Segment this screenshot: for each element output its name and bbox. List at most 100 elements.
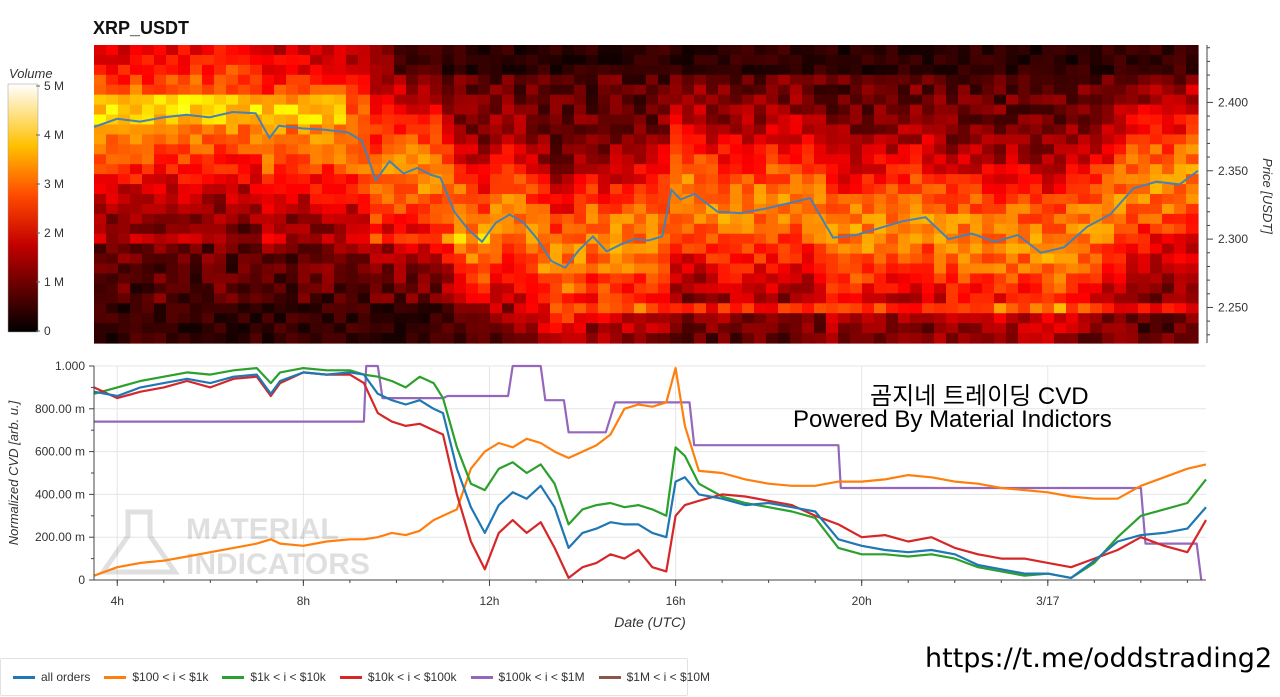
heatmap-cell [1126, 134, 1139, 145]
heatmap-cell [1150, 84, 1163, 96]
telegram-link[interactable]: https://t.me/oddstrading2 [925, 643, 1273, 674]
heatmap-cell [226, 253, 239, 265]
heatmap-cell [106, 273, 119, 284]
legend-item[interactable]: $100k < i < $1M [470, 670, 585, 684]
heatmap-cell [694, 243, 707, 255]
heatmap-cell [1018, 313, 1031, 324]
heatmap-cell [1030, 94, 1043, 106]
heatmap-cell [358, 283, 371, 294]
heatmap-cell [670, 134, 683, 145]
heatmap-cell [946, 154, 959, 165]
heatmap-cell [1126, 303, 1139, 314]
heatmap-cell [394, 84, 407, 96]
heatmap-cell [478, 223, 491, 235]
heatmap-cell [1174, 243, 1187, 255]
heatmap-cell [490, 184, 503, 195]
heatmap-cell [286, 114, 299, 126]
heatmap-cell [634, 94, 647, 106]
heatmap-cell [946, 333, 959, 344]
heatmap-cell [706, 283, 719, 294]
heatmap-cell [634, 45, 647, 56]
heatmap-cell [442, 323, 455, 334]
heatmap-cell [106, 223, 119, 235]
heatmap-cell [574, 124, 587, 135]
cvd-y-tick-label: 600.00 m [35, 445, 85, 459]
heatmap-cell [562, 243, 575, 255]
heatmap-cell [538, 333, 551, 344]
heatmap-cell [442, 293, 455, 304]
heatmap-cell [286, 174, 299, 185]
heatmap-cell [1006, 84, 1019, 96]
heatmap-cell [298, 84, 311, 96]
heatmap-cell [802, 104, 815, 116]
heatmap-cell [934, 154, 947, 165]
heatmap-cell [934, 134, 947, 145]
heatmap-cell [1150, 104, 1163, 116]
heatmap-cell [970, 114, 983, 126]
heatmap-cell [562, 283, 575, 294]
heatmap-cell [1018, 243, 1031, 255]
heatmap-cell [1102, 233, 1115, 245]
heatmap-cell [898, 184, 911, 195]
heatmap-cell [298, 174, 311, 185]
legend-item[interactable]: $1k < i < $10k [222, 670, 326, 684]
heatmap-cell [322, 184, 335, 195]
heatmap-cell [622, 273, 635, 284]
legend-item[interactable]: all orders [13, 670, 90, 684]
legend-item[interactable]: $100 < i < $1k [104, 670, 208, 684]
heatmap-cell [550, 273, 563, 284]
heatmap-cell [958, 164, 971, 175]
heatmap-cell [514, 273, 527, 284]
heatmap-cell [814, 45, 827, 56]
heatmap-cell [838, 84, 851, 96]
heatmap-cell [1066, 64, 1079, 76]
watermark: MATERIAL INDICATORS [98, 509, 370, 581]
heatmap-cell [886, 74, 899, 86]
heatmap-cell [274, 293, 287, 304]
heatmap-cell [862, 194, 875, 205]
heatmap-cell [862, 213, 875, 225]
heatmap-cell [334, 84, 347, 96]
heatmap-cell [490, 164, 503, 175]
heatmap-cell [214, 323, 227, 334]
heatmap-cell [298, 134, 311, 145]
heatmap-cell [442, 74, 455, 86]
heatmap-cell [754, 323, 767, 334]
heatmap-cell [466, 144, 479, 155]
heatmap-cell [562, 333, 575, 344]
heatmap-cell [730, 263, 743, 275]
heatmap-cell [790, 114, 803, 126]
heatmap-cell [1138, 194, 1151, 205]
heatmap-cell [1186, 194, 1199, 205]
heatmap-cell [886, 283, 899, 294]
heatmap-cell [790, 154, 803, 165]
heatmap-cell [298, 64, 311, 76]
heatmap-cell [370, 303, 383, 314]
heatmap-cell [814, 104, 827, 116]
heatmap-cell [142, 64, 155, 76]
heatmap-cell [646, 263, 659, 275]
heatmap-cell [1006, 283, 1019, 294]
heatmap-cell [478, 313, 491, 324]
heatmap-cell [214, 174, 227, 185]
heatmap-cell [646, 45, 659, 56]
heatmap-cell [886, 184, 899, 195]
heatmap-cell [1114, 114, 1127, 126]
heatmap-cell [958, 45, 971, 56]
heatmap-cell [358, 45, 371, 56]
heatmap-cell [898, 303, 911, 314]
heatmap-cell [670, 174, 683, 185]
legend-item[interactable]: $10k < i < $100k [339, 670, 457, 684]
heatmap-cell [346, 243, 359, 255]
heatmap-cell [334, 233, 347, 245]
heatmap-cell [154, 74, 167, 86]
heatmap-cell [574, 164, 587, 175]
heatmap-cell [514, 64, 527, 76]
heatmap-cell [310, 184, 323, 195]
legend-item[interactable]: $1M < i < $10M [598, 670, 710, 684]
heatmap-cell [298, 194, 311, 205]
heatmap-cell [622, 253, 635, 265]
heatmap-cell [1138, 184, 1151, 195]
heatmap-cell [586, 54, 599, 66]
heatmap-cell [130, 333, 143, 344]
